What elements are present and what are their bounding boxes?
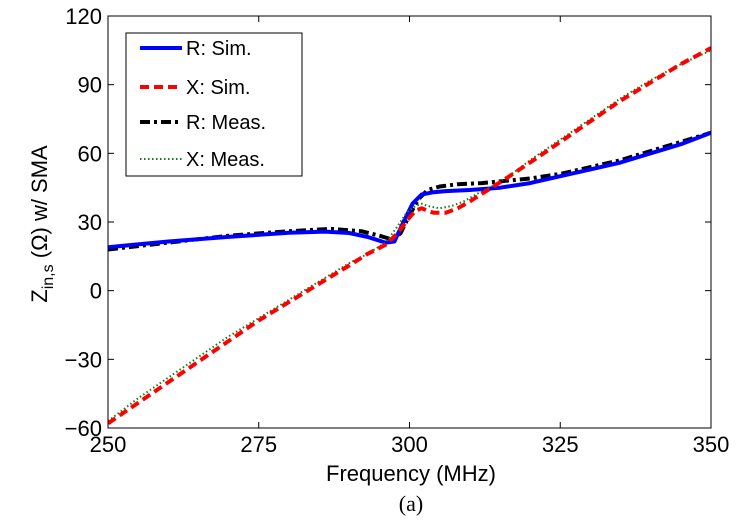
y-tick-label: 120 (65, 4, 102, 29)
x-tick-label: 325 (542, 432, 579, 457)
y-tick-label: 90 (78, 73, 102, 98)
x-tick-label: 275 (240, 432, 277, 457)
x-tick-label: 350 (693, 432, 730, 457)
y-tick-label: 30 (78, 210, 102, 235)
x-tick-label: 250 (90, 432, 127, 457)
series-line-r-sim (108, 130, 711, 250)
legend: R: Sim. X: Sim. R: Meas. X: Meas. (125, 32, 303, 177)
y-tick-label: 0 (90, 279, 102, 304)
axes-layer: 250 275 300 325 350 −60 −30 0 30 60 90 120 (65, 4, 730, 457)
legend-label-x-meas: X: Meas. (186, 149, 265, 171)
y-tick-label: −60 (65, 416, 102, 441)
plot-layer (108, 46, 711, 426)
figure-caption: (a) (399, 491, 423, 516)
x-axis-label: Frequency (MHz) (326, 461, 496, 486)
legend-label-r-sim: R: Sim. (186, 38, 252, 60)
y-tick-label: −30 (65, 347, 102, 372)
legend-label-r-meas: R: Meas. (186, 112, 266, 134)
series-line-r-meas (108, 130, 711, 252)
x-tick-label: 300 (391, 432, 428, 457)
y-axis-label-rest: (Ω) w/ SMA (27, 145, 52, 264)
y-axis-label: Zin,s (Ω) w/ SMA (27, 145, 57, 303)
y-axis-label-subscript: in,s (40, 264, 57, 289)
legend-box (125, 32, 303, 177)
series-line-x-sim (108, 46, 711, 426)
legend-label-x-sim: X: Sim. (186, 77, 250, 99)
y-axis-label-main: Z (27, 289, 52, 302)
series-line-x-meas (108, 49, 711, 422)
y-tick-label: 60 (78, 141, 102, 166)
